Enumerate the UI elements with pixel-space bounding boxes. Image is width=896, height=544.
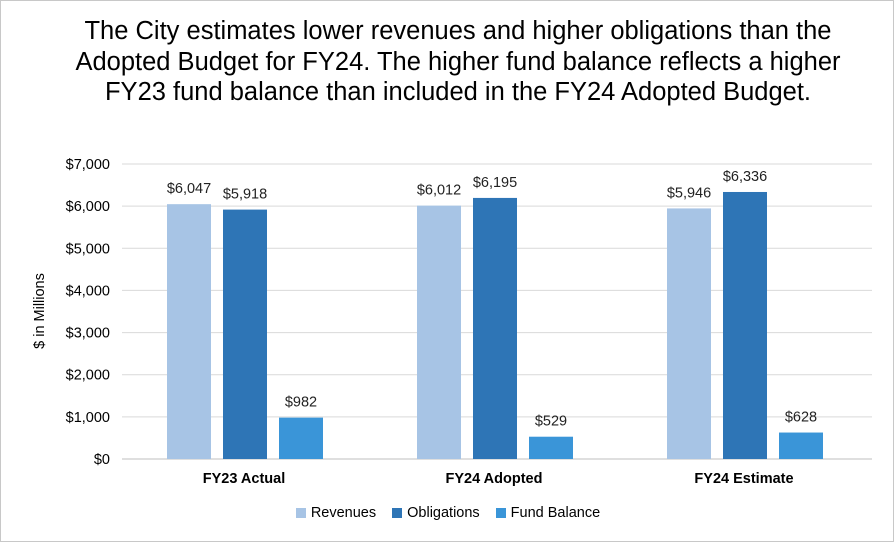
data-label: $5,918	[223, 187, 267, 203]
data-label: $6,047	[167, 181, 211, 197]
bar-fund-balance	[529, 436, 573, 459]
legend-label: Revenues	[310, 505, 377, 521]
legend-label: Fund Balance	[510, 505, 601, 521]
y-tick-label: $3,000	[66, 326, 110, 342]
y-tick-label: $4,000	[66, 283, 110, 299]
data-label: $6,195	[473, 175, 517, 191]
legend-swatch	[495, 508, 506, 518]
bar-revenues	[417, 205, 461, 459]
bar-revenues	[667, 208, 711, 459]
y-axis-ticks: $0 $1,000 $2,000 $3,000 $4,000 $5,000 $6,000 $7…	[66, 157, 110, 468]
x-axis-categories: FY23 Actual FY24 Adopted FY24 Estimate	[203, 471, 794, 487]
data-label: $628	[785, 410, 817, 426]
bar-fund-balance	[279, 417, 323, 459]
legend: Revenues Obligations Fund Balance	[0, 505, 896, 521]
legend-swatch	[295, 508, 306, 518]
data-label: $529	[535, 414, 567, 430]
y-tick-label: $0	[94, 452, 110, 468]
legend-label: Obligations	[407, 505, 480, 521]
bar-obligations	[223, 209, 267, 459]
legend-item: Fund Balance	[495, 505, 601, 521]
y-tick-label: $1,000	[66, 410, 110, 426]
legend-swatch	[392, 508, 403, 518]
chart-title: The City estimates lower revenues and hi…	[75, 17, 841, 106]
legend-item: Revenues	[295, 505, 377, 521]
data-label: $6,336	[723, 169, 767, 185]
data-label: $982	[285, 395, 317, 411]
bar-fund-balance	[779, 432, 823, 459]
y-tick-label: $5,000	[66, 241, 110, 257]
bar-obligations	[723, 191, 767, 460]
bar-obligations	[473, 197, 517, 460]
x-category-label: FY23 Actual	[203, 471, 285, 487]
y-tick-label: $6,000	[66, 199, 110, 215]
y-tick-label: $2,000	[66, 368, 110, 384]
data-label: $5,946	[667, 185, 711, 201]
data-label: $6,012	[417, 183, 461, 199]
y-tick-label: $7,000	[66, 157, 110, 173]
x-category-label: FY24 Estimate	[694, 471, 793, 487]
data-labels: $6,047 $5,918 $982 $6,012 $6,195 $529 $5,946 $6…	[167, 169, 817, 430]
y-axis-title: $ in Millions	[32, 273, 48, 349]
bar-revenues	[167, 204, 211, 459]
bars	[167, 191, 823, 460]
legend-item: Obligations	[392, 505, 480, 521]
x-category-label: FY24 Adopted	[446, 471, 543, 487]
